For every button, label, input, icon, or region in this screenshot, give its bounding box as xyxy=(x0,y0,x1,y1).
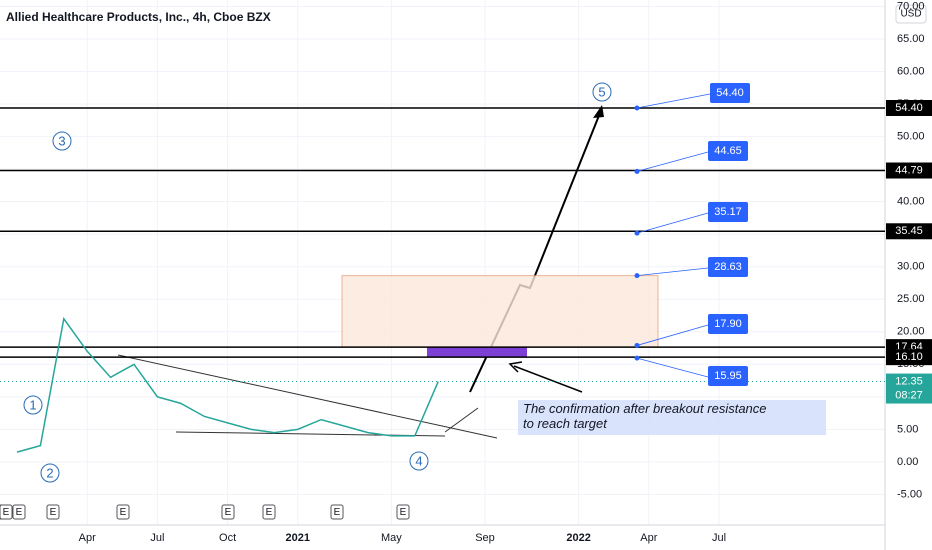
wave-label: 1 xyxy=(29,397,36,412)
y-tick-label: 40.00 xyxy=(897,196,925,208)
wave-circle xyxy=(23,395,43,415)
earnings-label: E xyxy=(3,507,10,518)
price-line xyxy=(16,316,439,453)
target-label: 35.17 xyxy=(714,206,742,218)
arrow-head xyxy=(508,361,523,373)
resistance-zone xyxy=(341,275,659,348)
earnings-box xyxy=(0,504,13,520)
breakout-zone xyxy=(427,347,527,358)
target-dot xyxy=(634,168,640,174)
x-tick-label: May xyxy=(381,532,402,544)
countdown: 08:27 xyxy=(895,389,923,401)
wave-label: 3 xyxy=(58,133,65,148)
target-tag xyxy=(708,314,748,334)
level-label: 35.45 xyxy=(895,225,923,237)
target-tag xyxy=(708,366,748,386)
y-tick-label: 70.00 xyxy=(897,0,925,12)
trend-line xyxy=(444,407,479,433)
y-tick-label: 60.00 xyxy=(897,65,925,77)
target-connector xyxy=(636,151,709,172)
earnings-label: E xyxy=(120,507,127,518)
target-label: 44.65 xyxy=(714,145,742,157)
annotation-text: The confirmation after breakout resistan… xyxy=(523,401,767,431)
target-connector xyxy=(636,357,709,378)
earnings-box xyxy=(116,504,130,520)
y-tick-label: 5.00 xyxy=(897,423,918,435)
target-dot xyxy=(634,105,640,111)
earnings-label: E xyxy=(50,507,57,518)
wave-circle xyxy=(592,82,612,102)
level-tag xyxy=(886,349,932,366)
earnings-box xyxy=(330,504,344,520)
last-price-label: 12.35 xyxy=(895,375,923,387)
wave-circle xyxy=(40,463,60,483)
x-tick-label: Oct xyxy=(219,532,236,544)
y-tick-label: 0.00 xyxy=(897,456,918,468)
wave-circle xyxy=(52,131,72,151)
target-connector xyxy=(636,93,711,109)
annotation-box xyxy=(518,400,826,435)
wave-label: 2 xyxy=(46,465,53,480)
y-tick-label: 65.00 xyxy=(897,33,925,45)
target-dot xyxy=(634,273,640,279)
x-tick-label: Jul xyxy=(150,532,164,544)
annotation-line: The confirmation after breakout resistan… xyxy=(523,401,767,416)
x-tick-label: Sep xyxy=(475,532,495,544)
chart-title: Allied Healthcare Products, Inc., 4h, Cb… xyxy=(6,10,271,24)
target-label: 15.95 xyxy=(714,370,742,382)
level-label: 44.79 xyxy=(895,164,923,176)
wave-label: 4 xyxy=(415,453,422,468)
currency: USD xyxy=(900,9,921,20)
earnings-label: E xyxy=(266,507,273,518)
target-label: 28.63 xyxy=(714,261,742,273)
wave-circle xyxy=(409,451,429,471)
earnings-label: E xyxy=(400,507,407,518)
earnings-box xyxy=(262,504,276,520)
target-connector xyxy=(636,267,709,277)
trend-line xyxy=(117,354,498,439)
target-tag xyxy=(710,83,750,103)
x-tick-label: Apr xyxy=(79,532,96,544)
earnings-box xyxy=(12,504,26,520)
y-tick-label: 25.00 xyxy=(897,293,925,305)
x-tick-label: Apr xyxy=(640,532,657,544)
target-connector xyxy=(636,324,709,346)
y-tick-label: 30.00 xyxy=(897,261,925,273)
level-label: 54.40 xyxy=(895,102,923,114)
target-dot xyxy=(634,230,640,236)
target-tag xyxy=(708,257,748,277)
target-dot xyxy=(634,355,640,361)
x-tick-label: 2021 xyxy=(286,532,310,544)
earnings-label: E xyxy=(334,507,341,518)
target-dot xyxy=(634,342,640,348)
level-tag xyxy=(886,162,932,179)
target-tag xyxy=(708,202,748,222)
pointer-arrow xyxy=(513,365,583,393)
level-label: 16.10 xyxy=(895,351,923,363)
target-label: 54.40 xyxy=(716,87,744,99)
target-label: 17.90 xyxy=(714,318,742,330)
target-connector xyxy=(636,212,709,234)
earnings-box xyxy=(46,504,60,520)
level-tag xyxy=(886,223,932,240)
currency-box xyxy=(895,4,927,24)
target-tag xyxy=(708,141,748,161)
earnings-box xyxy=(396,504,410,520)
earnings-box xyxy=(221,504,235,520)
x-tick-label: 2022 xyxy=(566,532,590,544)
x-tick-label: Jul xyxy=(712,532,726,544)
wave-label: 5 xyxy=(598,84,605,99)
earnings-label: E xyxy=(225,507,232,518)
y-tick-label: 20.00 xyxy=(897,326,925,338)
last-price-tag xyxy=(886,373,932,404)
earnings-label: E xyxy=(16,507,23,518)
level-tag xyxy=(886,99,932,116)
annotation-line: to reach target xyxy=(523,416,608,431)
y-tick-label: 50.00 xyxy=(897,131,925,143)
y-tick-label: -5.00 xyxy=(897,488,922,500)
